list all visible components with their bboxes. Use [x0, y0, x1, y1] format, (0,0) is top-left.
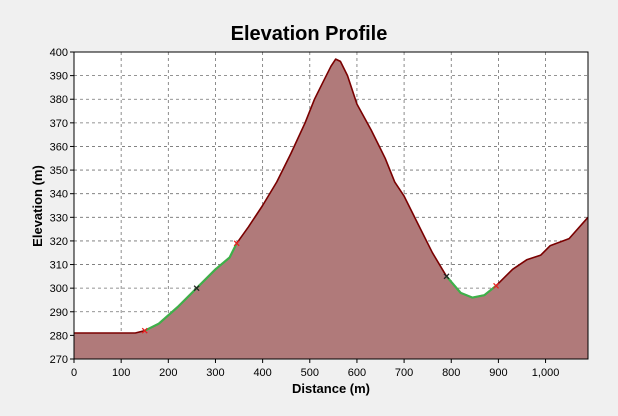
y-tick-label-1: 280 [50, 330, 68, 342]
y-tick-label-13: 400 [50, 47, 68, 59]
marker-stroke-b-1 [193, 285, 200, 292]
x-tick-label-9: 900 [489, 367, 507, 379]
y-tick-label-11: 380 [50, 94, 68, 106]
y-tick-label-4: 310 [50, 260, 68, 272]
y-tick-label-7: 340 [50, 189, 68, 201]
x-tick-label-10: 1,000 [532, 367, 560, 379]
y-tick-label-12: 390 [50, 71, 68, 83]
tick-layer: 0 100 200 300 400 500 600 700 800 900 1,000 270 280 2… [50, 47, 560, 379]
y-tick-label-8: 350 [50, 165, 68, 177]
marker-3 [443, 273, 450, 280]
x-tick-label-5: 500 [301, 367, 319, 379]
marker-0 [141, 327, 148, 334]
y-tick-label-3: 300 [50, 283, 68, 295]
x-tick-label-6: 600 [348, 367, 366, 379]
marker-4 [493, 282, 500, 289]
marker-stroke-b-4 [493, 282, 500, 289]
y-tick-label-9: 360 [50, 141, 68, 153]
x-tick-label-4: 400 [253, 367, 271, 379]
marker-layer [141, 240, 500, 334]
x-tick-label-0: 0 [71, 367, 77, 379]
x-tick-label-8: 800 [442, 367, 460, 379]
x-tick-label-7: 700 [395, 367, 413, 379]
y-tick-label-5: 320 [50, 236, 68, 248]
chart-title: Elevation Profile [231, 23, 388, 45]
marker-2 [233, 240, 240, 247]
y-tick-label-6: 330 [50, 212, 68, 224]
marker-stroke-b-3 [443, 273, 450, 280]
highlight-segment-1 [445, 275, 497, 299]
y-axis-label: Elevation (m) [30, 165, 45, 247]
x-tick-label-2: 200 [159, 367, 177, 379]
marker-1 [193, 285, 200, 292]
marker-stroke-b-0 [141, 327, 148, 334]
x-tick-label-3: 300 [206, 367, 224, 379]
elevation-area [74, 59, 588, 359]
y-tick-label-0: 270 [50, 354, 68, 366]
marker-stroke-b-2 [233, 240, 240, 247]
x-tick-label-1: 100 [112, 367, 130, 379]
x-axis-label: Distance (m) [292, 381, 370, 396]
y-tick-label-2: 290 [50, 307, 68, 319]
plot-frame [73, 51, 589, 360]
y-tick-label-10: 370 [50, 118, 68, 130]
